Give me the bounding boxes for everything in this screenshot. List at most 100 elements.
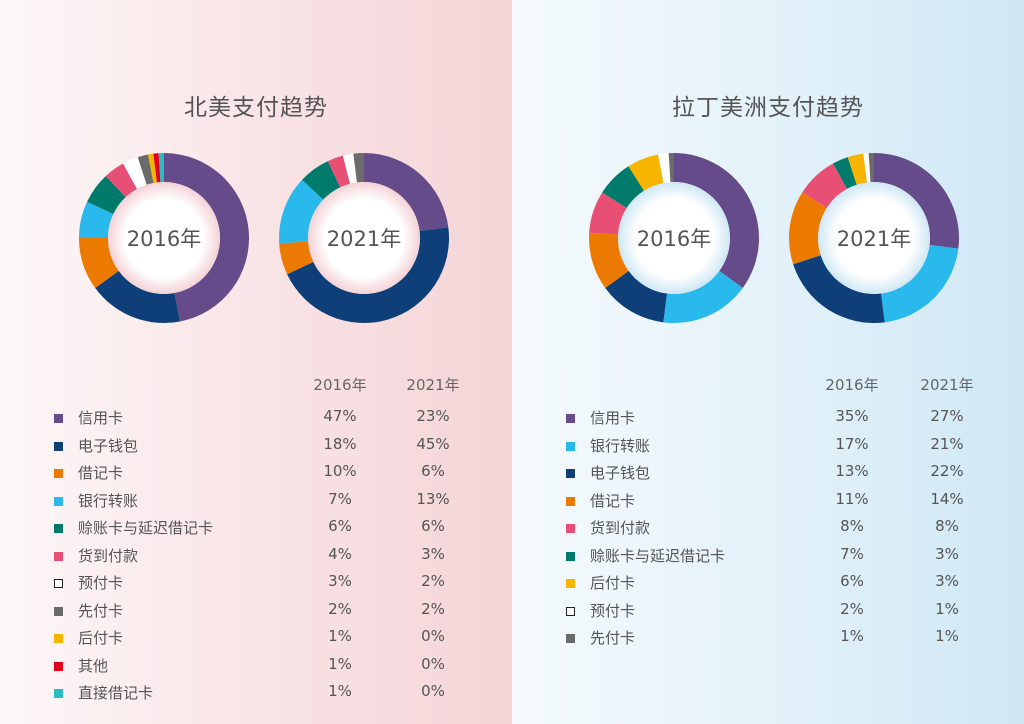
legend-row: 先付卡 1% 1% xyxy=(566,627,986,649)
legend-label: 电子钱包 xyxy=(78,436,139,455)
slice-信用卡 xyxy=(674,153,759,288)
legend-label: 后付卡 xyxy=(590,574,636,592)
legend-row: 赊账卡与延迟借记卡 6% 6% xyxy=(54,517,474,539)
data-label: 21% xyxy=(930,434,964,453)
data-label: 3% xyxy=(421,544,445,563)
data-label: 13% xyxy=(416,489,450,508)
donut-year-label: 2016年 xyxy=(637,227,711,251)
donut-hole xyxy=(108,182,220,294)
data-label: 0% xyxy=(421,627,445,645)
data-label: 0% xyxy=(421,682,445,700)
slice-货到付款 xyxy=(105,163,138,198)
legend-label: 银行转账 xyxy=(78,491,139,510)
slice-借记卡 xyxy=(589,232,629,288)
legend-label: 信用卡 xyxy=(78,409,124,427)
data-label: 1% xyxy=(935,627,959,645)
legend-row: 信用卡 35% 27% xyxy=(566,407,986,429)
data-label: 1% xyxy=(935,599,959,618)
donut-year-label: 2021年 xyxy=(837,227,911,251)
column-header-year: 2016年 xyxy=(313,376,367,394)
slice-预付卡 xyxy=(658,153,671,183)
legend-row: 先付卡 2% 2% xyxy=(54,600,474,622)
data-label: 3% xyxy=(935,572,959,590)
slice-电子钱包 xyxy=(287,227,449,324)
data-label: 7% xyxy=(840,544,864,563)
slice-货到付款 xyxy=(802,163,848,208)
slice-电子钱包 xyxy=(95,270,180,323)
legend-swatch xyxy=(54,469,63,478)
data-label: 2% xyxy=(840,599,864,618)
donut-chart-0-0: 2016年 xyxy=(79,153,249,323)
data-label: 6% xyxy=(421,517,445,535)
legend-label: 预付卡 xyxy=(590,601,636,620)
legend-swatch xyxy=(566,579,575,588)
slice-货到付款 xyxy=(327,155,351,188)
legend-row: 银行转账 7% 13% xyxy=(54,490,474,512)
legend-swatch xyxy=(54,551,63,561)
slice-预付卡 xyxy=(863,153,871,183)
legend-swatch xyxy=(566,496,575,506)
legend-swatch xyxy=(54,414,63,423)
data-label: 22% xyxy=(930,462,964,480)
slice-后付卡 xyxy=(628,154,664,191)
legend-label: 银行转账 xyxy=(590,436,651,455)
slice-货到付款 xyxy=(589,192,627,235)
legend-label: 直接借记卡 xyxy=(78,684,154,702)
slice-借记卡 xyxy=(279,241,314,275)
slice-赊账卡与延迟借记卡 xyxy=(602,166,644,208)
legend-label: 借记卡 xyxy=(78,464,124,482)
data-label: 6% xyxy=(328,517,352,535)
legend-swatch xyxy=(566,606,575,616)
slice-先付卡 xyxy=(868,153,874,183)
chart-title-north-america: 北美支付趋势 xyxy=(184,95,328,121)
slice-借记卡 xyxy=(79,238,119,288)
slice-先付卡 xyxy=(137,154,154,185)
legend-label: 先付卡 xyxy=(590,629,636,647)
legend-swatch xyxy=(54,441,63,451)
legend-swatch xyxy=(54,661,63,671)
slice-预付卡 xyxy=(342,153,357,184)
legend-row: 其他 1% 0% xyxy=(54,655,474,677)
data-label: 45% xyxy=(416,434,450,453)
data-label: 13% xyxy=(835,462,869,480)
slice-电子钱包 xyxy=(793,255,885,323)
legend-label: 赊账卡与延迟借记卡 xyxy=(590,546,726,565)
legend-row: 借记卡 11% 14% xyxy=(566,490,986,512)
data-label: 2% xyxy=(421,599,445,618)
slice-银行转账 xyxy=(279,179,324,244)
legend-swatch xyxy=(54,579,63,588)
legend-swatch xyxy=(54,689,63,698)
data-label: 18% xyxy=(323,434,357,453)
slice-信用卡 xyxy=(164,153,249,322)
donut-hole xyxy=(618,182,730,294)
legend-swatch xyxy=(566,524,575,533)
slice-后付卡 xyxy=(847,153,867,185)
legend-label: 先付卡 xyxy=(78,601,124,620)
slice-赊账卡与延迟借记卡 xyxy=(87,176,126,215)
data-label: 1% xyxy=(840,627,864,645)
slice-借记卡 xyxy=(789,192,827,265)
data-label: 1% xyxy=(328,627,352,645)
data-label: 8% xyxy=(935,517,959,535)
donut-chart-1-0: 2016年 xyxy=(589,153,759,323)
data-label: 27% xyxy=(930,407,964,425)
legend-row: 电子钱包 13% 22% xyxy=(566,462,986,484)
chart-title-latin-america: 拉丁美洲支付趋势 xyxy=(672,95,864,121)
column-header-year: 2021年 xyxy=(920,376,974,394)
donut-year-label: 2016年 xyxy=(127,227,201,251)
legend-row: 信用卡 47% 23% xyxy=(54,407,474,429)
legend-row: 电子钱包 18% 45% xyxy=(54,435,474,457)
data-label: 1% xyxy=(328,654,352,673)
data-label: 4% xyxy=(328,544,352,563)
data-label: 1% xyxy=(328,682,352,700)
slice-信用卡 xyxy=(364,153,449,231)
column-header-year: 2021年 xyxy=(406,376,460,394)
slice-其他 xyxy=(153,153,161,183)
legend-swatch xyxy=(566,551,575,561)
data-label: 8% xyxy=(840,517,864,535)
data-label: 10% xyxy=(323,462,357,480)
legend-label: 电子钱包 xyxy=(590,464,651,482)
legend-label: 信用卡 xyxy=(590,409,636,427)
slice-赊账卡与延迟借记卡 xyxy=(833,157,857,189)
legend-row: 赊账卡与延迟借记卡 7% 3% xyxy=(566,545,986,567)
